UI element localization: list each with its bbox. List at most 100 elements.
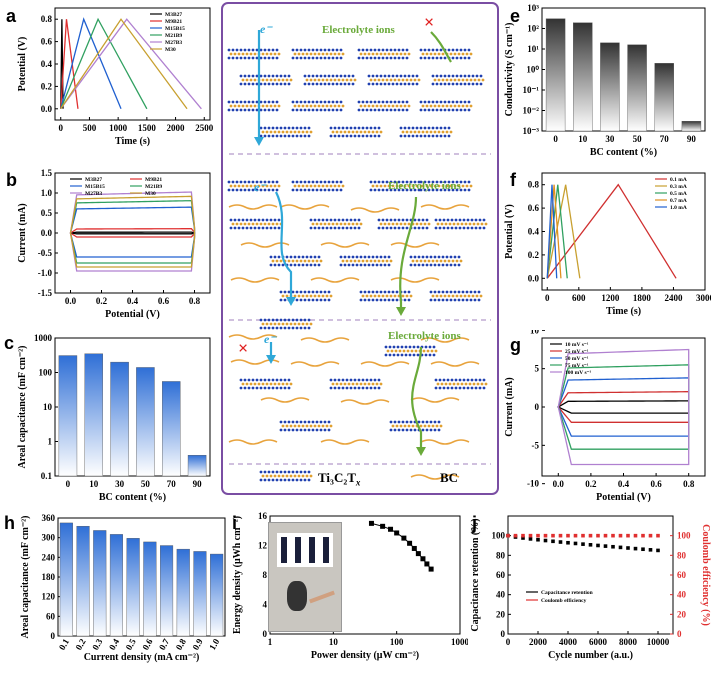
y-tick-label: 0 xyxy=(263,629,268,639)
ti3c2tx-atom xyxy=(393,180,397,184)
ti3c2tx-atom xyxy=(409,255,413,259)
x-axis-label: Time (s) xyxy=(115,136,150,147)
ti3c2tx-atom xyxy=(241,184,245,188)
ti3c2tx-atom xyxy=(379,298,383,302)
ti3c2tx-atom xyxy=(331,222,335,226)
ti3c2tx-atom xyxy=(333,226,337,230)
ti3c2tx-atom xyxy=(467,48,471,52)
y-axis-label: Potential (V) xyxy=(17,37,28,92)
ti3c2tx-atom xyxy=(393,188,397,192)
ti3c2tx-atom xyxy=(265,218,269,222)
ti3c2tx-atom xyxy=(455,180,459,184)
ti3c2tx-atom xyxy=(303,74,307,78)
ti3c2tx-atom xyxy=(237,184,241,188)
ti3c2tx-atom xyxy=(435,100,439,104)
ti3c2tx-atom xyxy=(329,218,333,222)
ti3c2tx-atom xyxy=(379,290,383,294)
ti3c2tx-atom xyxy=(475,74,479,78)
ti3c2tx-atom xyxy=(327,188,331,192)
ti3c2tx-atom xyxy=(421,104,425,108)
ti3c2tx-atom xyxy=(329,294,333,298)
ti3c2tx-atom xyxy=(427,100,431,104)
ti3c2tx-atom xyxy=(267,180,271,184)
ti3c2tx-atom xyxy=(231,180,235,184)
ti3c2tx-atom xyxy=(391,104,395,108)
ti3c2tx-atom xyxy=(419,134,423,138)
ti3c2tx-atom xyxy=(443,56,447,60)
ti3c2tx-atom xyxy=(373,48,377,52)
ti3c2tx-atom xyxy=(317,52,321,56)
cycle-point xyxy=(536,533,540,538)
cycle-point xyxy=(551,533,555,538)
ti3c2tx-atom xyxy=(379,104,383,108)
ti3c2tx-atom xyxy=(367,263,371,267)
y2-tick-label: 80 xyxy=(677,550,687,560)
ti3c2tx-atom xyxy=(301,184,305,188)
ti3c2tx-atom xyxy=(394,349,398,353)
ti3c2tx-atom xyxy=(385,218,389,222)
ragone-line xyxy=(371,522,432,570)
ti3c2tx-atom xyxy=(229,226,233,230)
ti3c2tx-atom xyxy=(474,378,478,382)
ti3c2tx-atom xyxy=(439,100,443,104)
ti3c2tx-atom xyxy=(470,386,474,390)
ti3c2tx-atom xyxy=(235,56,239,60)
ti3c2tx-atom xyxy=(435,74,439,78)
ti3c2tx-atom xyxy=(440,222,444,226)
ti3c2tx-atom xyxy=(390,349,394,353)
x-tick-label: 2000 xyxy=(529,637,548,647)
ti3c2tx-atom xyxy=(243,188,247,192)
ti3c2tx-atom xyxy=(353,386,357,390)
x-tick-label: 10 xyxy=(329,637,339,647)
ti3c2tx-atom xyxy=(269,474,273,478)
bar-30 xyxy=(600,42,620,132)
ti3c2tx-atom xyxy=(449,255,453,259)
ti3c2tx-atom xyxy=(373,259,377,263)
ti3c2tx-atom xyxy=(295,126,299,130)
ti3c2tx-atom xyxy=(271,326,275,330)
ti3c2tx-atom xyxy=(476,382,480,386)
ti3c2tx-atom xyxy=(461,184,465,188)
ti3c2tx-atom xyxy=(373,100,377,104)
ti3c2tx-atom xyxy=(421,184,425,188)
ti3c2tx-atom xyxy=(357,100,361,104)
ti3c2tx-atom xyxy=(379,184,383,188)
ti3c2tx-atom xyxy=(433,290,437,294)
ti3c2tx-atom xyxy=(416,345,420,349)
ti3c2tx-atom xyxy=(409,420,413,424)
ti3c2tx-atom xyxy=(413,180,417,184)
bar-0.7 xyxy=(160,545,174,637)
ti3c2tx-atom xyxy=(381,226,385,230)
ti3c2tx-atom xyxy=(482,226,486,230)
ti3c2tx-atom xyxy=(305,255,309,259)
ti3c2tx-atom xyxy=(339,82,343,86)
ti3c2tx-atom xyxy=(458,386,462,390)
ti3c2tx-atom xyxy=(363,104,367,108)
ti3c2tx-atom xyxy=(301,130,305,134)
ti3c2tx-atom xyxy=(349,218,353,222)
ti3c2tx-atom xyxy=(431,126,435,130)
ti3c2tx-atom xyxy=(439,180,443,184)
cycle-point xyxy=(618,545,623,550)
ti3c2tx-atom xyxy=(307,48,311,52)
ti3c2tx-atom xyxy=(357,386,361,390)
gcd-curve-0.7 mA xyxy=(546,184,562,279)
ti3c2tx-atom xyxy=(311,74,315,78)
x-tick-label: 0.7 xyxy=(157,637,172,652)
ti3c2tx-atom xyxy=(377,218,381,222)
x-tick-label: 1.0 xyxy=(207,637,222,652)
ti3c2tx-atom xyxy=(445,255,449,259)
ti3c2tx-atom xyxy=(247,386,251,390)
ti3c2tx-atom xyxy=(307,108,311,112)
legend-ti3c2tx: Ti₃C₂Tx xyxy=(318,470,361,488)
ti3c2tx-atom xyxy=(443,294,447,298)
ti3c2tx-atom xyxy=(449,104,453,108)
ti3c2tx-atom xyxy=(417,226,421,230)
ti3c2tx-atom xyxy=(398,349,402,353)
ti3c2tx-atom xyxy=(432,353,436,357)
ti3c2tx-atom xyxy=(469,184,473,188)
ti3c2tx-atom xyxy=(445,290,449,294)
ti3c2tx-atom xyxy=(347,130,351,134)
ti3c2tx-atom xyxy=(291,420,295,424)
ti3c2tx-atom xyxy=(343,263,347,267)
